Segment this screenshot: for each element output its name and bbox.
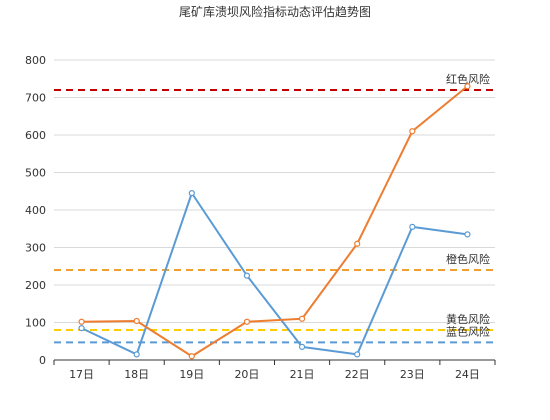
series-layer bbox=[78, 83, 471, 360]
series-line bbox=[81, 85, 469, 358]
data-point bbox=[188, 190, 195, 197]
y-tick-label: 300 bbox=[25, 242, 46, 255]
data-point bbox=[133, 351, 140, 358]
reference-line-label: 红色风险 bbox=[446, 72, 490, 86]
data-point bbox=[409, 128, 416, 135]
x-tick-label: 21日 bbox=[290, 368, 315, 381]
y-tick-label: 0 bbox=[39, 354, 46, 367]
y-tick-label: 400 bbox=[25, 204, 46, 217]
y-tick-label: 600 bbox=[25, 129, 46, 142]
data-point bbox=[409, 223, 416, 230]
data-point bbox=[188, 353, 195, 360]
x-tick-label: 22日 bbox=[345, 368, 370, 381]
data-point bbox=[298, 343, 306, 350]
reference-line-label: 橙色风险 bbox=[446, 252, 490, 266]
data-point bbox=[133, 317, 140, 325]
data-point bbox=[243, 318, 251, 325]
y-tick-label: 200 bbox=[25, 279, 46, 292]
data-point bbox=[464, 231, 471, 238]
x-tick-label: 17日 bbox=[69, 368, 94, 381]
data-point bbox=[78, 325, 85, 332]
x-tick-label: 23日 bbox=[400, 368, 425, 381]
data-point bbox=[243, 272, 251, 279]
x-tick-label: 20日 bbox=[234, 368, 259, 381]
y-tick-label: 800 bbox=[25, 54, 46, 67]
reference-line-label: 蓝色风险 bbox=[446, 324, 490, 338]
x-tick-label: 19日 bbox=[179, 368, 204, 381]
data-point bbox=[464, 83, 471, 90]
chart-title: 尾矿库溃坝风险指标动态评估趋势图 bbox=[179, 4, 371, 19]
y-tick-label: 700 bbox=[25, 92, 46, 105]
axis-layer: 0 100 200 300 400 500 600 700 800 17日 18日 19日 20日 21日… bbox=[25, 54, 496, 381]
data-point bbox=[354, 351, 361, 358]
data-point bbox=[354, 240, 361, 247]
y-tick-label: 100 bbox=[25, 317, 46, 330]
x-tick-label: 18日 bbox=[124, 368, 149, 381]
data-point bbox=[78, 318, 85, 325]
reference-line-label: 黄色风险 bbox=[446, 312, 490, 326]
data-point bbox=[298, 315, 306, 322]
x-tick-label: 24日 bbox=[455, 368, 480, 381]
y-tick-label: 500 bbox=[25, 167, 46, 180]
grid-layer bbox=[54, 59, 495, 323]
